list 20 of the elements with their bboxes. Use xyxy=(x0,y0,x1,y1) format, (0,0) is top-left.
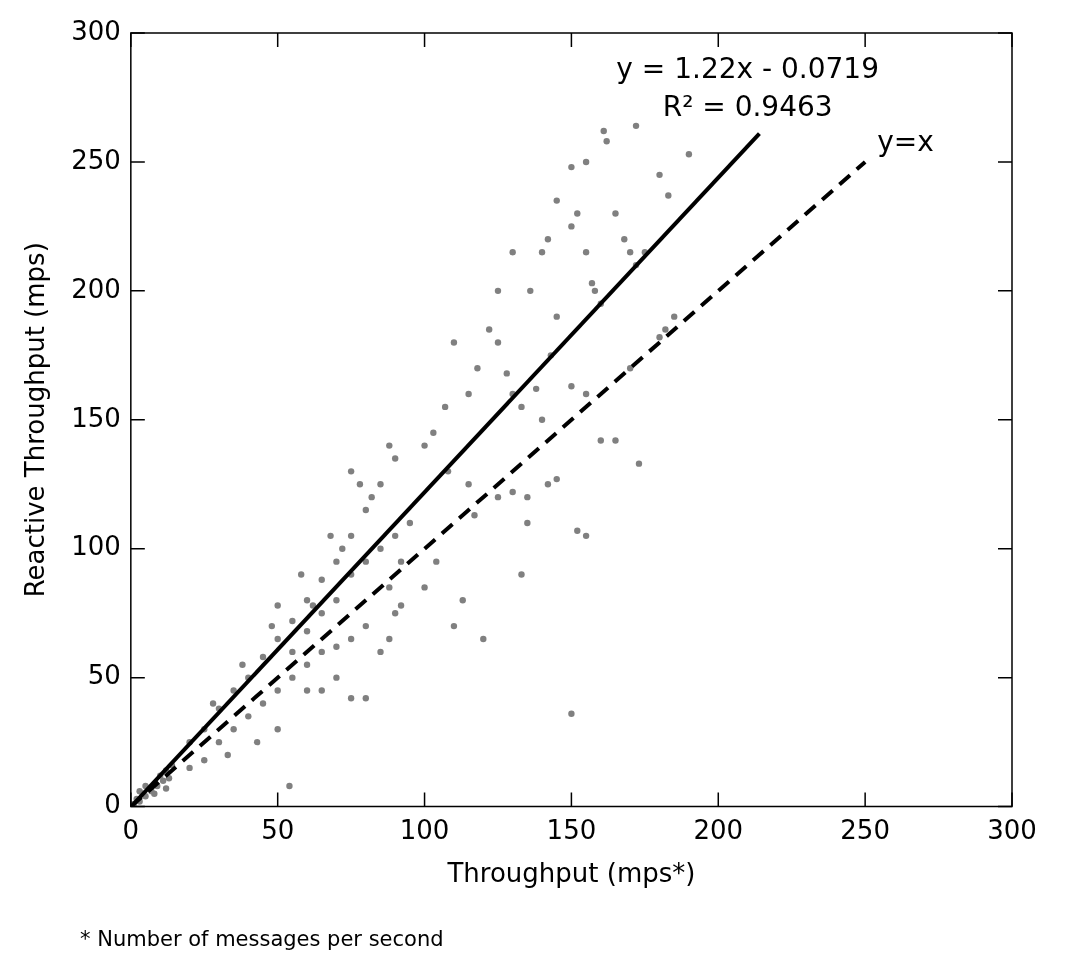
y-tick-label: 100 xyxy=(71,531,121,562)
y-tick-label: 200 xyxy=(71,273,121,304)
y-tick-label: 300 xyxy=(71,15,121,46)
x-tick-label: 150 xyxy=(546,814,597,845)
x-tick-label: 300 xyxy=(987,814,1037,845)
x-tick-label: 250 xyxy=(840,814,890,845)
x-axis-title: Throughput (mps*) xyxy=(446,858,696,889)
annotation: R² = 0.9463 xyxy=(662,90,833,124)
text: * Number of messages per second xyxy=(80,926,444,951)
y-axis-title: Reactive Throughput (mps) xyxy=(20,242,51,598)
y-tick-label: 150 xyxy=(71,402,121,433)
annotation: y = 1.22x - 0.0719 xyxy=(616,52,879,86)
x-tick-label: 0 xyxy=(122,814,140,845)
x-tick-label: 200 xyxy=(693,814,744,845)
annotation: y=x xyxy=(877,125,934,159)
y-tick-label: 0 xyxy=(104,789,121,820)
x-tick-label: 50 xyxy=(261,814,295,845)
y-tick-label: 250 xyxy=(71,144,121,175)
x-tick-label: 100 xyxy=(399,814,450,845)
y-tick-label: 50 xyxy=(87,660,121,691)
